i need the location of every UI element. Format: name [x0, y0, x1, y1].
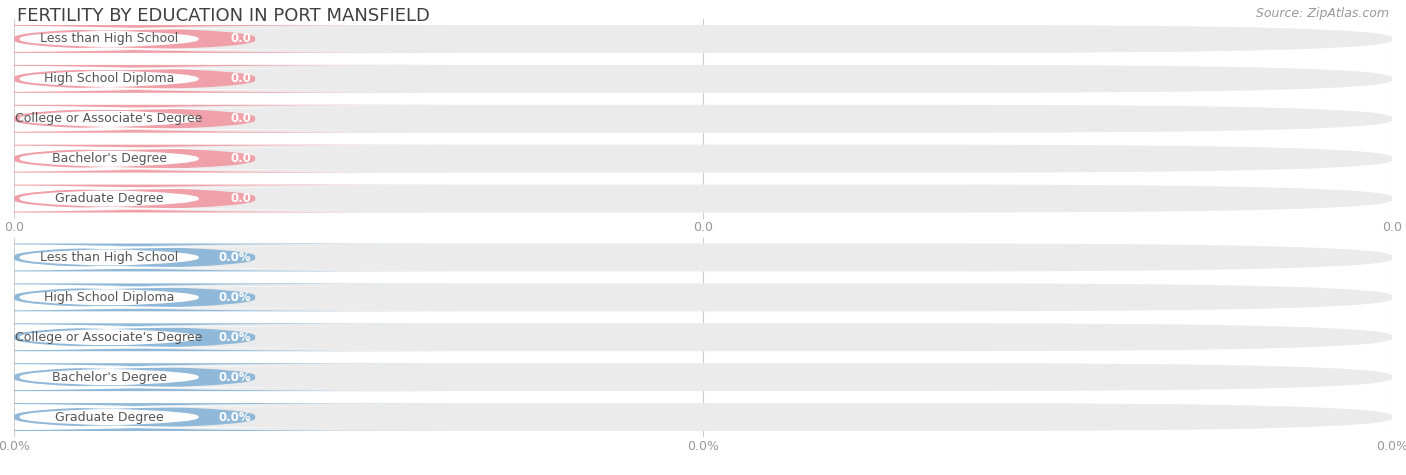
FancyBboxPatch shape [0, 363, 449, 391]
FancyBboxPatch shape [14, 244, 1392, 271]
Text: College or Associate's Degree: College or Associate's Degree [15, 112, 202, 125]
FancyBboxPatch shape [0, 105, 449, 133]
FancyBboxPatch shape [0, 366, 377, 388]
FancyBboxPatch shape [0, 406, 377, 428]
Text: 0.0: 0.0 [231, 112, 252, 125]
Text: High School Diploma: High School Diploma [44, 72, 174, 86]
Text: Less than High School: Less than High School [39, 251, 179, 264]
FancyBboxPatch shape [0, 65, 449, 93]
FancyBboxPatch shape [0, 25, 449, 53]
FancyBboxPatch shape [0, 244, 449, 271]
Text: 0.0: 0.0 [231, 72, 252, 86]
Text: 0.0%: 0.0% [218, 370, 252, 384]
Text: Source: ZipAtlas.com: Source: ZipAtlas.com [1256, 7, 1389, 20]
Text: Less than High School: Less than High School [39, 32, 179, 46]
Text: Graduate Degree: Graduate Degree [55, 410, 163, 424]
FancyBboxPatch shape [0, 326, 377, 348]
FancyBboxPatch shape [0, 323, 449, 351]
FancyBboxPatch shape [14, 105, 1392, 133]
Text: 0.0: 0.0 [231, 152, 252, 165]
FancyBboxPatch shape [0, 108, 377, 130]
Text: High School Diploma: High School Diploma [44, 291, 174, 304]
Text: FERTILITY BY EDUCATION IN PORT MANSFIELD: FERTILITY BY EDUCATION IN PORT MANSFIELD [17, 7, 430, 25]
FancyBboxPatch shape [14, 185, 1392, 212]
FancyBboxPatch shape [14, 363, 1392, 391]
Text: College or Associate's Degree: College or Associate's Degree [15, 331, 202, 344]
FancyBboxPatch shape [0, 145, 449, 172]
Text: Bachelor's Degree: Bachelor's Degree [52, 370, 167, 384]
Text: 0.0: 0.0 [231, 192, 252, 205]
FancyBboxPatch shape [0, 284, 449, 311]
FancyBboxPatch shape [0, 68, 377, 90]
FancyBboxPatch shape [0, 28, 377, 50]
FancyBboxPatch shape [14, 25, 1392, 53]
Text: 0.0%: 0.0% [218, 291, 252, 304]
FancyBboxPatch shape [0, 148, 377, 170]
Text: Bachelor's Degree: Bachelor's Degree [52, 152, 167, 165]
FancyBboxPatch shape [0, 286, 377, 308]
FancyBboxPatch shape [14, 323, 1392, 351]
Text: 0.0%: 0.0% [218, 331, 252, 344]
FancyBboxPatch shape [14, 403, 1392, 431]
FancyBboxPatch shape [0, 403, 449, 431]
FancyBboxPatch shape [14, 65, 1392, 93]
FancyBboxPatch shape [0, 188, 377, 209]
FancyBboxPatch shape [0, 247, 377, 268]
FancyBboxPatch shape [14, 145, 1392, 172]
Text: 0.0: 0.0 [231, 32, 252, 46]
Text: 0.0%: 0.0% [218, 251, 252, 264]
Text: 0.0%: 0.0% [218, 410, 252, 424]
FancyBboxPatch shape [14, 284, 1392, 311]
Text: Graduate Degree: Graduate Degree [55, 192, 163, 205]
FancyBboxPatch shape [0, 185, 449, 212]
